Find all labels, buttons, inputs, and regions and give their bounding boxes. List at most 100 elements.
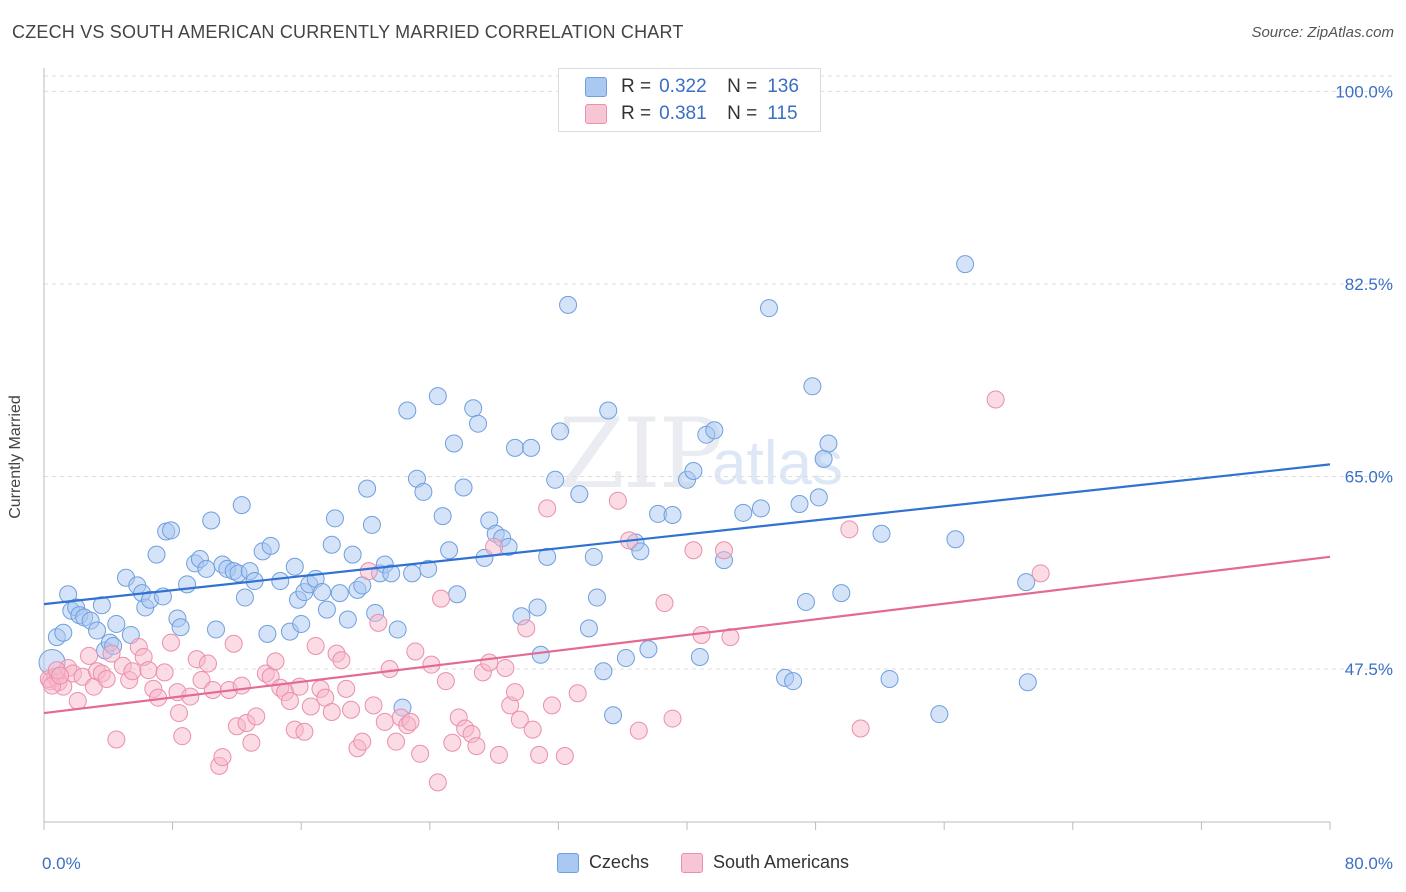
data-point xyxy=(301,697,320,716)
data-point xyxy=(443,733,462,752)
data-point xyxy=(411,744,430,763)
data-point xyxy=(398,401,417,420)
data-point xyxy=(338,610,357,629)
y-tick-label: 47.5% xyxy=(1345,660,1393,679)
data-point xyxy=(102,644,121,663)
data-point xyxy=(551,422,570,441)
czech-swatch xyxy=(585,77,607,97)
legend-label-czechs: Czechs xyxy=(588,852,649,872)
data-point xyxy=(734,503,753,522)
data-point xyxy=(198,654,217,673)
data-point xyxy=(313,583,332,602)
source-label: Source: ZipAtlas.com xyxy=(1251,24,1394,41)
data-point xyxy=(930,705,949,724)
data-point xyxy=(261,536,280,555)
data-point xyxy=(705,421,724,440)
data-point xyxy=(92,596,111,615)
data-point xyxy=(258,624,277,643)
data-point xyxy=(171,618,190,637)
y-tick-label: 82.5% xyxy=(1345,275,1393,294)
data-point xyxy=(819,434,838,453)
data-point xyxy=(579,619,598,638)
south-american-swatch xyxy=(680,852,703,873)
data-point xyxy=(608,491,627,510)
data-point xyxy=(197,559,216,578)
data-point xyxy=(271,572,290,591)
data-point xyxy=(1031,564,1050,583)
data-point xyxy=(364,696,383,715)
data-point xyxy=(68,691,87,710)
data-point xyxy=(616,649,635,668)
data-point xyxy=(485,537,504,556)
data-point xyxy=(480,653,499,672)
data-point xyxy=(538,499,557,518)
data-point xyxy=(604,706,623,725)
data-point xyxy=(505,438,524,457)
data-point xyxy=(840,520,859,539)
data-point xyxy=(784,672,803,691)
data-point xyxy=(1017,573,1036,592)
y-axis-label: Currently Married xyxy=(7,395,24,519)
data-point xyxy=(358,479,377,498)
data-point xyxy=(496,658,515,677)
data-point xyxy=(555,746,574,765)
data-point xyxy=(353,732,372,751)
data-point xyxy=(454,478,473,497)
data-point xyxy=(247,707,266,726)
data-point xyxy=(469,414,488,433)
data-point xyxy=(956,255,975,274)
south-american-points xyxy=(39,390,1050,792)
trend-lines xyxy=(43,463,1331,715)
n-value: 136 xyxy=(767,76,799,97)
data-point xyxy=(280,691,299,710)
data-point xyxy=(330,584,349,603)
data-point xyxy=(369,613,388,632)
data-point xyxy=(88,621,107,640)
data-point xyxy=(832,584,851,603)
chart-title: CZECH VS SOUTH AMERICAN CURRENTLY MARRIE… xyxy=(12,22,684,42)
data-point xyxy=(332,651,351,670)
data-point xyxy=(107,730,126,749)
data-point xyxy=(599,401,618,420)
data-point xyxy=(97,669,116,688)
n-value: 115 xyxy=(767,103,798,124)
data-point xyxy=(986,390,1005,409)
legend-label-south-americans: South Americans xyxy=(712,852,850,872)
data-point xyxy=(570,485,589,504)
data-point xyxy=(448,585,467,604)
data-point xyxy=(173,727,192,746)
r-label: R = xyxy=(621,103,652,124)
x-tick-label: 80.0% xyxy=(1345,854,1393,873)
data-point xyxy=(467,737,486,756)
data-point xyxy=(631,542,650,561)
data-point xyxy=(559,295,578,314)
data-point xyxy=(213,748,232,767)
data-point xyxy=(530,745,549,764)
legend-row-south-american: R = 0.381 N = 115 xyxy=(585,102,798,126)
data-point xyxy=(406,642,425,661)
r-value: 0.381 xyxy=(659,103,707,124)
data-point xyxy=(655,594,674,613)
data-point xyxy=(663,709,682,728)
data-point xyxy=(851,719,870,738)
south-american-trend-line xyxy=(43,555,1331,715)
data-point xyxy=(337,679,356,698)
data-point xyxy=(796,592,815,611)
data-point xyxy=(433,507,452,526)
data-point xyxy=(790,495,809,514)
data-point xyxy=(343,545,362,564)
data-point xyxy=(292,614,311,633)
data-point xyxy=(510,710,529,729)
south-american-swatch xyxy=(585,104,607,124)
data-point xyxy=(542,696,561,715)
data-point xyxy=(155,663,174,682)
data-point xyxy=(161,521,180,540)
y-tick-label: 100.0% xyxy=(1335,82,1393,101)
data-point xyxy=(759,299,778,318)
data-point xyxy=(322,702,341,721)
r-value: 0.322 xyxy=(659,76,707,97)
n-label: N = xyxy=(727,103,758,124)
data-point xyxy=(419,559,438,578)
data-point xyxy=(751,499,770,518)
